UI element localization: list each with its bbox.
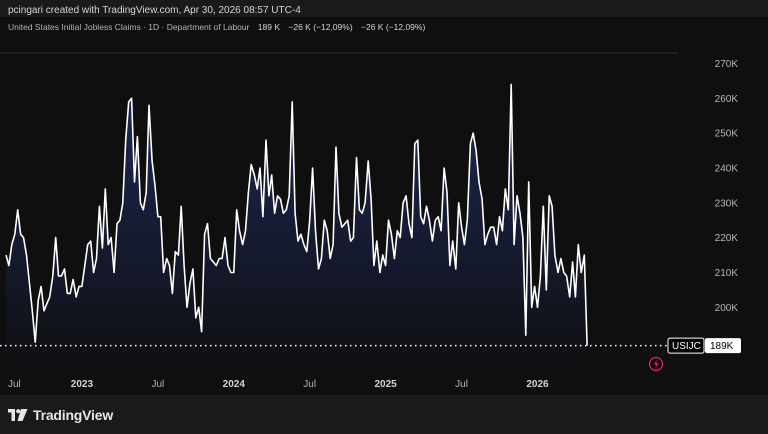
x-tick-label: Jul [455, 379, 468, 390]
footer-brand[interactable]: TradingView [33, 407, 114, 423]
y-tick-label: 200K [715, 303, 739, 314]
chart-canvas[interactable]: 200K 210K 220K 230K 240K 250K 260K 270K Jul 2023… [0, 17, 768, 395]
x-tick-label: 2026 [526, 379, 549, 390]
y-tick-label: 260K [715, 94, 739, 105]
y-tick-label: 240K [715, 163, 739, 174]
x-tick-label: Jul [303, 379, 316, 390]
x-axis[interactable]: Jul 2023 Jul 2024 Jul 2025 Jul 2026 [8, 379, 549, 390]
chart-legend[interactable]: United States Initial Jobless Claims · 1… [8, 22, 431, 32]
x-tick-label: Jul [151, 379, 164, 390]
footer: TradingView [8, 406, 113, 424]
tag-symbol-box [667, 337, 705, 354]
legend-change: −26 K (−12.09%) [288, 22, 353, 32]
tag-value: 189K [710, 341, 734, 352]
tradingview-logo-icon[interactable] [8, 409, 28, 421]
legend-title: United States Initial Jobless Claims · 1… [8, 22, 250, 32]
y-tick-label: 210K [715, 268, 739, 279]
tag-symbol: USIJC [672, 341, 701, 352]
x-tick-label: 2025 [375, 379, 398, 390]
y-tick-label: 250K [715, 129, 739, 140]
legend-value: 189 K [257, 22, 281, 32]
series-line [5, 83, 588, 346]
x-tick-label: 2023 [71, 379, 94, 390]
header-credit: pcingari created with TradingView.com, A… [8, 5, 301, 16]
x-tick-label: Jul [8, 379, 21, 390]
y-tick-label: 270K [715, 59, 739, 70]
y-tick-label: 230K [715, 198, 739, 209]
x-tick-label: 2024 [223, 379, 246, 390]
legend-change-percent: −26 K (−12.09%) [361, 22, 426, 32]
flash-event-icon[interactable] [648, 356, 664, 372]
y-tick-label: 220K [715, 233, 739, 244]
y-axis[interactable]: 200K 210K 220K 230K 240K 250K 260K 270K [715, 59, 739, 314]
last-value-tag[interactable]: USIJC 189K [667, 337, 741, 354]
tag-value-box [705, 338, 741, 354]
